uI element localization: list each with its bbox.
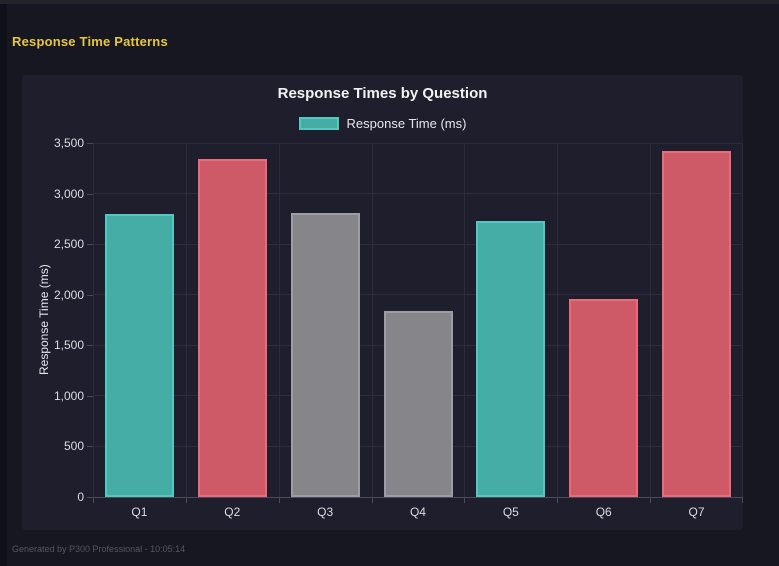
x-axis: Q1 Q2 Q3 Q4 Q5 Q6 Q7 [93, 505, 743, 521]
x-tick-4 [464, 497, 466, 503]
bar-q1[interactable] [104, 214, 174, 497]
y-tick-500 [87, 446, 93, 448]
y-tick-label-1000: 1,000 [53, 388, 84, 403]
x-label-q5: Q5 [502, 505, 519, 519]
x-label-q2: Q2 [224, 505, 241, 519]
legend-label: Response Time (ms) [346, 115, 467, 131]
y-tick-label-0: 0 [77, 490, 84, 504]
window-top-bar [0, 0, 779, 4]
footer-text: Generated by P300 Professional - 10:05:1… [12, 544, 186, 554]
y-tick-1000 [87, 395, 93, 397]
x-tick-1 [185, 497, 187, 503]
bar-q2[interactable] [197, 159, 267, 497]
bar-q7[interactable] [662, 151, 732, 497]
chart-title: Response Times by Question [277, 85, 488, 102]
y-tick-3000 [87, 193, 93, 195]
x-tick-3 [371, 497, 373, 503]
x-tick-2 [278, 497, 280, 503]
x-tick-6 [650, 497, 652, 503]
gridline-x-4 [464, 143, 466, 497]
gridline-y-2500 [93, 243, 743, 245]
y-tick-1500 [87, 345, 93, 347]
y-tick-3500 [87, 143, 93, 144]
gridline-x-6 [650, 143, 652, 497]
gridline-x-3 [371, 143, 373, 497]
y-tick-2500 [87, 244, 93, 246]
gridline-y-3500 [93, 142, 743, 144]
gridline-x-1 [185, 143, 187, 497]
x-label-q1: Q1 [131, 505, 148, 519]
window-left-edge [0, 0, 7, 566]
bar-q4[interactable] [383, 311, 453, 497]
x-label-q6: Q6 [595, 505, 612, 519]
x-axis-line [93, 497, 743, 498]
x-label-q3: Q3 [317, 505, 334, 519]
gridline-y-3000 [93, 193, 743, 195]
bar-q5[interactable] [476, 221, 546, 497]
chart-panel: Response Times by Question Response Time… [22, 75, 743, 530]
bar-q3[interactable] [290, 213, 360, 497]
x-label-q7: Q7 [688, 505, 705, 519]
gridline-x-5 [557, 143, 559, 497]
x-tick-7 [742, 497, 743, 503]
y-tick-label-1500: 1,500 [53, 338, 84, 353]
y-tick-label-500: 500 [63, 439, 84, 454]
y-tick-label-3500: 3,500 [53, 136, 84, 150]
page-title: Response Time Patterns [12, 34, 168, 49]
gridline-x-7 [742, 143, 743, 497]
x-tick-0 [93, 497, 94, 503]
y-tick-label-3000: 3,000 [53, 186, 84, 201]
x-tick-5 [557, 497, 559, 503]
y-axis: 0 500 1,000 1,500 2,000 2,500 3,000 3,500 [22, 136, 84, 504]
plot-area [93, 142, 743, 503]
legend-item-response-time[interactable]: Response Time (ms) [22, 115, 743, 131]
y-tick-2000 [87, 294, 93, 296]
bar-q6[interactable] [569, 299, 639, 497]
y-tick-label-2500: 2,500 [53, 237, 84, 252]
gridline-x-0 [93, 143, 94, 497]
y-tick-label-2000: 2,000 [53, 287, 84, 302]
y-tick-0 [87, 497, 93, 498]
gridline-x-2 [278, 143, 280, 497]
x-label-q4: Q4 [409, 505, 426, 519]
legend-swatch [298, 116, 339, 130]
gridline-y-2000 [93, 294, 743, 296]
